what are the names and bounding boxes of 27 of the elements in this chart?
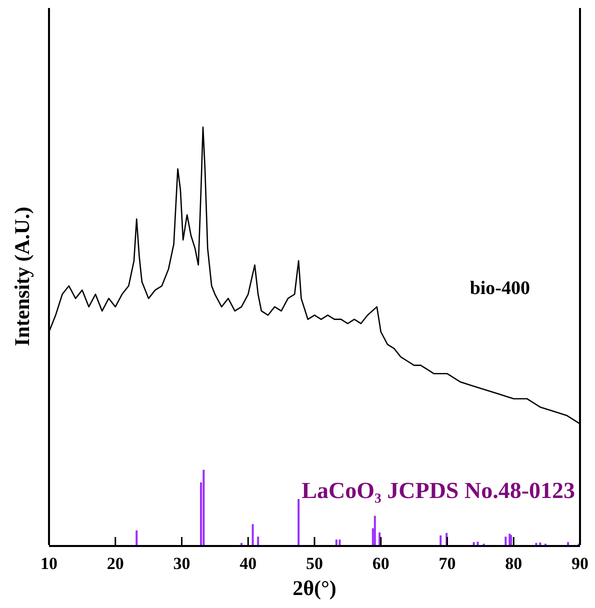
series-label: LaCoO₃ JCPDS No.48-0123: [302, 478, 575, 503]
x-tick-label: 30: [173, 554, 190, 573]
bar: [539, 542, 542, 545]
text: bio-400: [470, 278, 530, 299]
x-tick-label: 60: [372, 554, 390, 573]
x-tick-label: 70: [438, 554, 456, 573]
x-tick-label: 10: [40, 554, 58, 573]
bar: [202, 470, 205, 545]
bar: [298, 499, 300, 545]
bar: [440, 535, 442, 545]
x-axis-title: 2θ(°): [292, 576, 336, 600]
x-tick-label: 50: [306, 554, 323, 573]
bar: [252, 524, 254, 545]
y-axis-title: Intensity (A.U.): [10, 206, 34, 346]
x-tick-label: 90: [572, 554, 588, 573]
bar: [338, 540, 341, 545]
bar: [504, 536, 507, 545]
bar: [374, 516, 376, 545]
bar: [472, 542, 475, 545]
bar: [476, 542, 479, 545]
bar: [257, 536, 260, 545]
x-tick-label: 80: [505, 554, 522, 573]
bar: [136, 530, 138, 545]
x-tick-label: 20: [106, 554, 124, 573]
bar: [567, 542, 570, 545]
bar: [335, 540, 338, 545]
x-tick-label: 40: [240, 554, 257, 573]
